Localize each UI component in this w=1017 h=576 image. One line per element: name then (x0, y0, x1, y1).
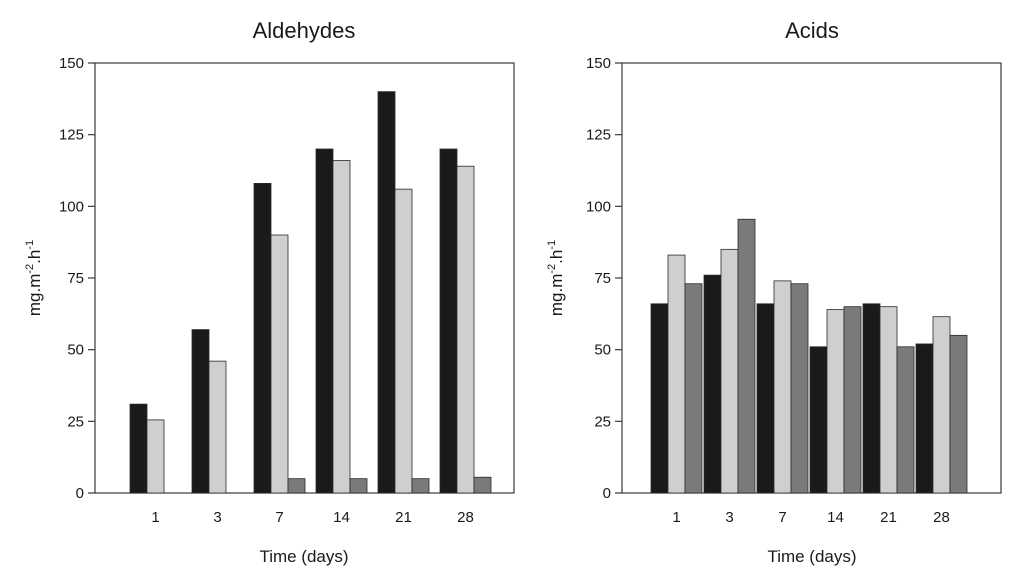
bar-aldehydes-day-3-series-a (191, 329, 210, 494)
bar-acids-day-14-series-c (843, 306, 862, 494)
bar-aldehydes-day-1-series-b (146, 419, 165, 494)
bar-aldehydes-day-14-series-c (349, 478, 368, 494)
x-tick-label-acids-21: 21 (880, 509, 897, 526)
bar-aldehydes-day-21-series-a (377, 91, 396, 494)
x-tick-label-acids-7: 7 (778, 509, 786, 526)
y-tick-label-acids-125: 125 (586, 127, 611, 144)
chart-title-aldehydes: Aldehydes (253, 18, 356, 43)
x-axis-label-aldehydes: Time (days) (259, 547, 348, 566)
y-axis-ticks-aldehydes: 0 25 50 75 100 125 150 (59, 55, 95, 502)
y-tick-label-acids-0: 0 (603, 485, 611, 502)
bar-acids-day-21-series-b (879, 306, 898, 494)
x-tick-label-aldehydes-14: 14 (333, 509, 350, 526)
y-tick-label-acids-75: 75 (594, 270, 611, 287)
x-tick-label-aldehydes-28: 28 (457, 509, 474, 526)
y-tick-label-acids-25: 25 (594, 413, 611, 430)
bar-aldehydes-day-7-series-b (270, 234, 289, 494)
bar-acids-day-1-series-c (684, 283, 703, 494)
bar-acids-day-7-series-b (773, 280, 792, 494)
bar-acids-day-7-series-a (756, 303, 775, 494)
bars-acids (650, 218, 968, 494)
bar-aldehydes-day-14-series-b (332, 160, 351, 494)
x-axis-ticks-acids: 1 3 7 14 21 28 (672, 509, 950, 526)
bar-acids-day-28-series-b (932, 316, 951, 494)
y-tick-label-aldehydes-0: 0 (76, 485, 84, 502)
bars-aldehydes (129, 91, 492, 494)
x-tick-label-aldehydes-3: 3 (213, 509, 221, 526)
bar-aldehydes-day-7-series-a (253, 182, 272, 494)
bar-aldehydes-day-21-series-c (411, 478, 430, 494)
x-tick-label-aldehydes-21: 21 (395, 509, 412, 526)
bar-acids-day-28-series-c (949, 334, 968, 494)
bar-aldehydes-day-14-series-a (315, 148, 334, 494)
y-axis-ticks-acids: 0 25 50 75 100 125 150 (586, 55, 622, 502)
y-axis-label-aldehydes: mg.m-2.h-1 (24, 240, 44, 316)
panel-aldehydes: Aldehydes 0 25 50 75 100 125 150 1 3 7 14 21 28 Tim… (24, 18, 515, 566)
bar-acids-day-14-series-b (826, 309, 845, 494)
y-tick-label-aldehydes-50: 50 (67, 342, 84, 359)
chart-title-acids: Acids (785, 18, 839, 43)
x-axis-label-acids: Time (days) (767, 547, 856, 566)
x-tick-label-acids-28: 28 (933, 509, 950, 526)
x-tick-label-acids-3: 3 (725, 509, 733, 526)
bar-aldehydes-day-28-series-b (456, 165, 475, 494)
y-axis-label-acids: mg.m-2.h-1 (546, 240, 566, 316)
bar-acids-day-21-series-a (862, 303, 881, 494)
bar-acids-day-7-series-c (790, 283, 809, 494)
x-tick-label-aldehydes-1: 1 (151, 509, 159, 526)
y-tick-label-aldehydes-125: 125 (59, 127, 84, 144)
bar-acids-day-3-series-c (737, 218, 756, 494)
bar-acids-day-14-series-a (809, 346, 828, 494)
y-tick-label-acids-150: 150 (586, 55, 611, 72)
y-tick-label-acids-50: 50 (594, 342, 611, 359)
bar-aldehydes-day-28-series-c (473, 476, 492, 494)
x-axis-ticks-aldehydes: 1 3 7 14 21 28 (151, 509, 474, 526)
bar-acids-day-3-series-b (720, 248, 739, 494)
bar-acids-day-3-series-a (703, 274, 722, 494)
bar-aldehydes-day-21-series-b (394, 188, 413, 494)
bar-aldehydes-day-7-series-c (287, 478, 306, 494)
bar-aldehydes-day-28-series-a (439, 148, 458, 494)
x-tick-label-acids-14: 14 (827, 509, 844, 526)
y-tick-label-aldehydes-75: 75 (67, 270, 84, 287)
bar-acids-day-1-series-a (650, 303, 669, 494)
x-tick-label-aldehydes-7: 7 (275, 509, 283, 526)
bar-aldehydes-day-3-series-b (208, 360, 227, 494)
bar-acids-day-21-series-c (896, 346, 915, 494)
bar-acids-day-1-series-b (667, 254, 686, 494)
bar-acids-day-28-series-a (915, 343, 934, 494)
x-tick-label-acids-1: 1 (672, 509, 680, 526)
y-tick-label-aldehydes-100: 100 (59, 198, 84, 215)
bar-aldehydes-day-1-series-a (129, 403, 148, 494)
y-tick-label-aldehydes-25: 25 (67, 413, 84, 430)
y-tick-label-acids-100: 100 (586, 198, 611, 215)
y-tick-label-aldehydes-150: 150 (59, 55, 84, 72)
panel-acids: Acids 0 25 50 75 100 125 150 1 3 7 14 21 28 Time (d… (546, 18, 1002, 566)
